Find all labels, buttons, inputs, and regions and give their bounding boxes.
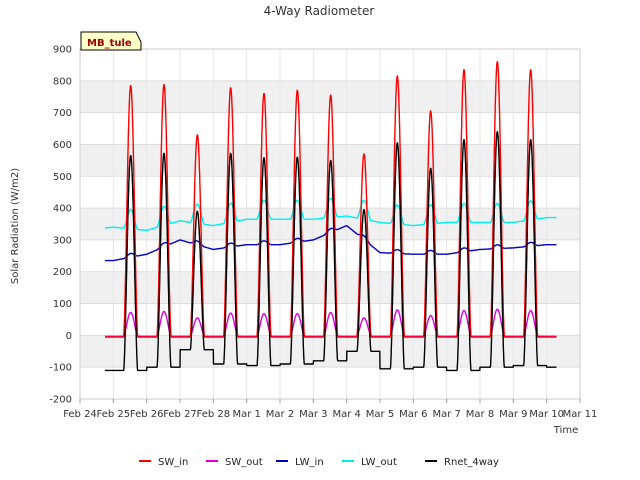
plot-band	[80, 208, 580, 240]
plot-band	[80, 239, 580, 272]
plot-frame	[79, 48, 581, 400]
plot-band	[80, 367, 580, 399]
site-tag-box	[80, 31, 142, 51]
y-tick-label: -200	[49, 395, 72, 406]
x-tick-label: Mar 3	[299, 409, 327, 420]
legend-label: LW_out	[361, 457, 397, 468]
y-axis-title: Solar Radiation (W/m2)	[10, 168, 21, 284]
legend-label: SW_in	[158, 457, 188, 468]
series-line-lw-out	[104, 197, 557, 232]
series-line-rnet-4way	[104, 130, 557, 372]
series-lines	[104, 61, 557, 372]
plot-band	[80, 49, 580, 81]
legend-label: LW_in	[295, 457, 324, 468]
x-tick-label: Mar 6	[399, 409, 427, 420]
x-tick-label: Mar 8	[466, 409, 494, 420]
y-axis-ticks: -200 -100 0 100 200 300 400 500 600 700 800 900	[49, 45, 72, 406]
y-tick-label: -100	[49, 363, 72, 374]
legend-item-rnet-4way: Rnet_4way	[425, 457, 499, 468]
y-tick-label: 900	[53, 45, 72, 56]
x-tick-label: Feb 26	[130, 409, 164, 420]
legend-item-sw-in: SW_in	[139, 457, 188, 468]
x-axis-ticks: Feb 24 Feb 25 Feb 26 Feb 27 Feb 28 Mar 1 Mar 2…	[63, 399, 597, 420]
y-tick-label: 800	[53, 76, 72, 87]
x-tick-label: Feb 28	[197, 409, 231, 420]
y-tick-label: 300	[53, 235, 72, 246]
site-tag-label: MB_tule	[87, 38, 132, 49]
series-line-lw-in	[104, 224, 557, 262]
series-line-sw-in	[104, 61, 557, 338]
legend-item-lw-in: LW_in	[276, 457, 324, 468]
x-axis-title: Time	[553, 425, 578, 436]
y-tick-label: 600	[53, 140, 72, 151]
plot-band	[80, 335, 580, 368]
x-tick-label: Mar 9	[499, 409, 527, 420]
x-tick-label: Mar 10	[529, 409, 564, 420]
y-tick-label: 500	[53, 172, 72, 183]
y-tick-label: 700	[53, 108, 72, 119]
x-tick-label: Mar 2	[266, 409, 294, 420]
x-tick-label: Feb 24	[63, 409, 97, 420]
plot-band	[80, 176, 580, 209]
chart-title: 4-Way Radiometer	[264, 4, 375, 18]
plot-band	[80, 112, 580, 145]
y-tick-label: 100	[53, 299, 72, 310]
legend: SW_in SW_out LW_in LW_out Rnet_4way	[139, 457, 499, 468]
site-tag: MB_tule	[80, 31, 142, 51]
x-tick-label: Mar 1	[232, 409, 260, 420]
x-tick-label: Feb 27	[163, 409, 197, 420]
legend-label: Rnet_4way	[444, 457, 499, 468]
plot-band	[80, 271, 580, 304]
legend-item-sw-out: SW_out	[206, 457, 263, 468]
y-tick-label: 200	[53, 267, 72, 278]
x-tick-label: Feb 25	[97, 409, 131, 420]
legend-label: SW_out	[225, 457, 263, 468]
x-tick-label: Mar 7	[432, 409, 460, 420]
y-tick-label: 400	[53, 204, 72, 215]
x-tick-label: Mar 11	[563, 409, 598, 420]
x-tick-label: Mar 5	[366, 409, 394, 420]
legend-item-lw-out: LW_out	[342, 457, 397, 468]
plot-band	[80, 303, 580, 336]
y-tick-label: 0	[66, 331, 72, 342]
x-tick-label: Mar 4	[332, 409, 360, 420]
